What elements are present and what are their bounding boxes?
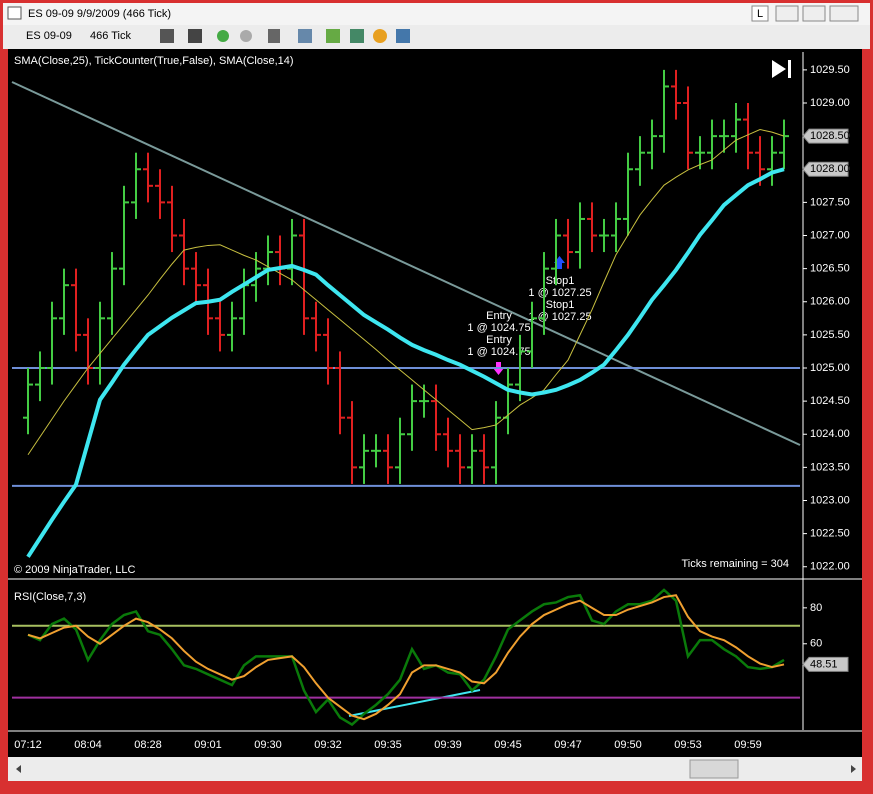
x-tick-label: 09:45	[494, 739, 522, 751]
x-tick-label: 09:32	[314, 739, 342, 751]
x-tick-label: 09:59	[734, 739, 762, 751]
zoom-in-icon[interactable]	[217, 30, 229, 42]
draw-icon[interactable]	[188, 29, 202, 43]
entry-fill: 1 @ 1024.75	[467, 346, 530, 358]
instrument-selector[interactable]: ES 09-09	[26, 30, 72, 42]
stop-fill: 1 @ 1027.25	[528, 311, 591, 323]
close-button[interactable]	[829, 5, 859, 22]
ticks-remaining: Ticks remaining = 304	[681, 558, 789, 570]
orders-icon[interactable]	[373, 29, 387, 43]
properties-icon[interactable]	[298, 29, 312, 43]
x-tick-label: 07:12	[14, 739, 42, 751]
value-marker	[802, 128, 849, 144]
cursor-icon[interactable]	[268, 29, 280, 43]
y-tick-label: 1022.00	[810, 561, 850, 573]
data-box-icon[interactable]	[396, 29, 410, 43]
rsi-line	[27, 588, 785, 727]
link-button-label: L	[757, 8, 763, 20]
moving-average	[27, 128, 785, 456]
indicator-label: SMA(Close,25), TickCounter(True,False), …	[14, 55, 294, 67]
toolbar-icons	[160, 29, 410, 43]
x-tick-label: 09:53	[674, 739, 702, 751]
x-tick-label: 08:04	[74, 739, 102, 751]
window-title: ES 09-09 9/9/2009 (466 Tick)	[28, 8, 171, 20]
y-tick-label: 80	[810, 602, 822, 614]
y-tick-label: 1026.00	[810, 296, 850, 308]
minimize-button[interactable]	[775, 5, 799, 22]
trend-line[interactable]	[11, 81, 801, 446]
stop-arrow	[554, 256, 565, 269]
y-tick-label: 1023.50	[810, 461, 850, 473]
app-icon	[7, 6, 22, 20]
x-tick-label: 09:35	[374, 739, 402, 751]
copyright: © 2009 NinjaTrader, LLC	[14, 564, 135, 576]
y-tick-label: 1027.00	[810, 229, 850, 241]
rsi-label: RSI(Close,7,3)	[14, 591, 86, 603]
x-tick-label: 09:39	[434, 739, 462, 751]
y-tick-label: 1025.50	[810, 329, 850, 341]
entry-label: Entry	[486, 310, 512, 322]
y-tick-label: 1027.50	[810, 196, 850, 208]
stop-label: Stop1	[546, 275, 575, 287]
zoom-out-icon[interactable]	[240, 30, 252, 42]
y-tick-label: 1022.50	[810, 528, 850, 540]
link-button[interactable]	[751, 5, 769, 22]
y-tick-label: 1029.50	[810, 64, 850, 76]
moving-average	[26, 167, 785, 558]
rsi-line	[27, 594, 785, 721]
stop-fill: 1 @ 1027.25	[528, 287, 591, 299]
value-marker-label: 48.51	[810, 658, 838, 670]
y-tick-label: 60	[810, 638, 822, 650]
divergence-line[interactable]	[348, 689, 481, 717]
maximize-button[interactable]	[802, 5, 826, 22]
strategies-icon[interactable]	[350, 29, 364, 43]
x-tick-label: 09:47	[554, 739, 582, 751]
bar-type-icon[interactable]	[160, 29, 174, 43]
value-marker-label: 1028.50	[810, 130, 850, 142]
indicators-icon[interactable]	[326, 29, 340, 43]
title-bar	[3, 3, 870, 25]
stop-label: Stop1	[546, 299, 575, 311]
scroll-to-end-icon[interactable]	[772, 60, 791, 78]
y-tick-label: 1026.50	[810, 263, 850, 275]
x-tick-label: 09:50	[614, 739, 642, 751]
y-tick-label: 1025.00	[810, 362, 850, 374]
value-marker	[802, 656, 849, 672]
y-tick-label: 1029.00	[810, 97, 850, 109]
scroll-thumb[interactable]	[689, 759, 739, 779]
toolbar	[3, 25, 870, 49]
x-tick-label: 08:28	[134, 739, 162, 751]
entry-label: Entry	[486, 334, 512, 346]
x-tick-label: 09:30	[254, 739, 282, 751]
x-tick-label: 09:01	[194, 739, 222, 751]
y-tick-label: 1024.00	[810, 428, 850, 440]
period-selector[interactable]: 466 Tick	[90, 30, 131, 42]
value-marker-label: 1028.00	[810, 163, 850, 175]
entry-fill: 1 @ 1024.75	[467, 322, 530, 334]
y-tick-label: 1024.50	[810, 395, 850, 407]
value-marker	[802, 161, 849, 177]
y-tick-label: 1023.00	[810, 494, 850, 506]
